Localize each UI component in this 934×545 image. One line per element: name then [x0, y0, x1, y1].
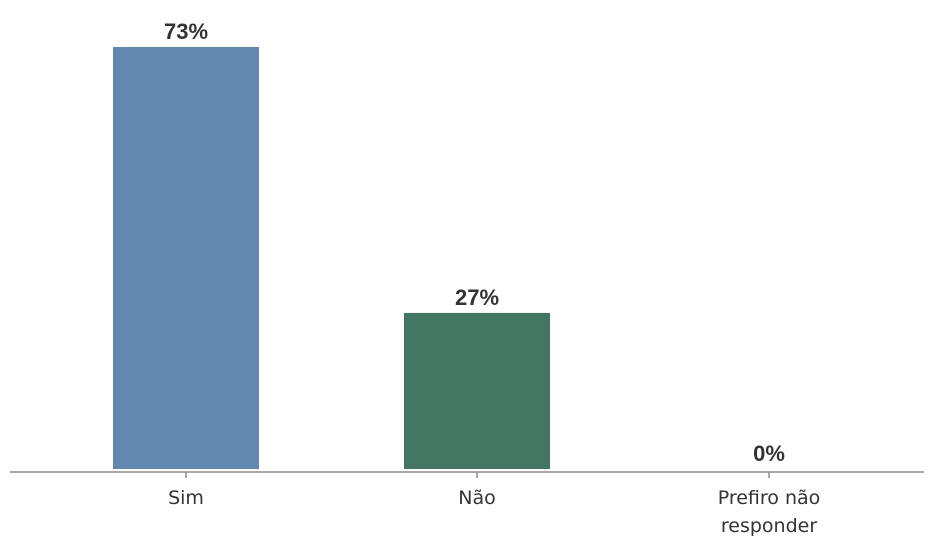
- x-tick-label-prefiro-nao-responder: Prefiro não responder: [718, 487, 821, 537]
- value-label-prefiro-nao-responder: 0%: [753, 441, 785, 466]
- labels-layer: 73% Sim 27% Não 0% Prefiro não responder: [164, 19, 820, 537]
- value-label-sim: 73%: [164, 19, 208, 44]
- x-tick-label-line: Sim: [168, 487, 204, 509]
- bar-nao: [404, 312, 550, 469]
- bars-layer: [113, 47, 550, 469]
- bar-sim: [113, 47, 259, 469]
- x-axis-ticks: [185, 472, 770, 478]
- x-tick-label-sim: Sim: [168, 487, 204, 509]
- x-tick-label-line: Não: [458, 487, 495, 509]
- x-tick-label-line: responder: [721, 515, 817, 537]
- x-tick-label-nao: Não: [458, 487, 495, 509]
- value-label-nao: 27%: [455, 285, 499, 310]
- x-tick-label-line: Prefiro não: [718, 487, 821, 509]
